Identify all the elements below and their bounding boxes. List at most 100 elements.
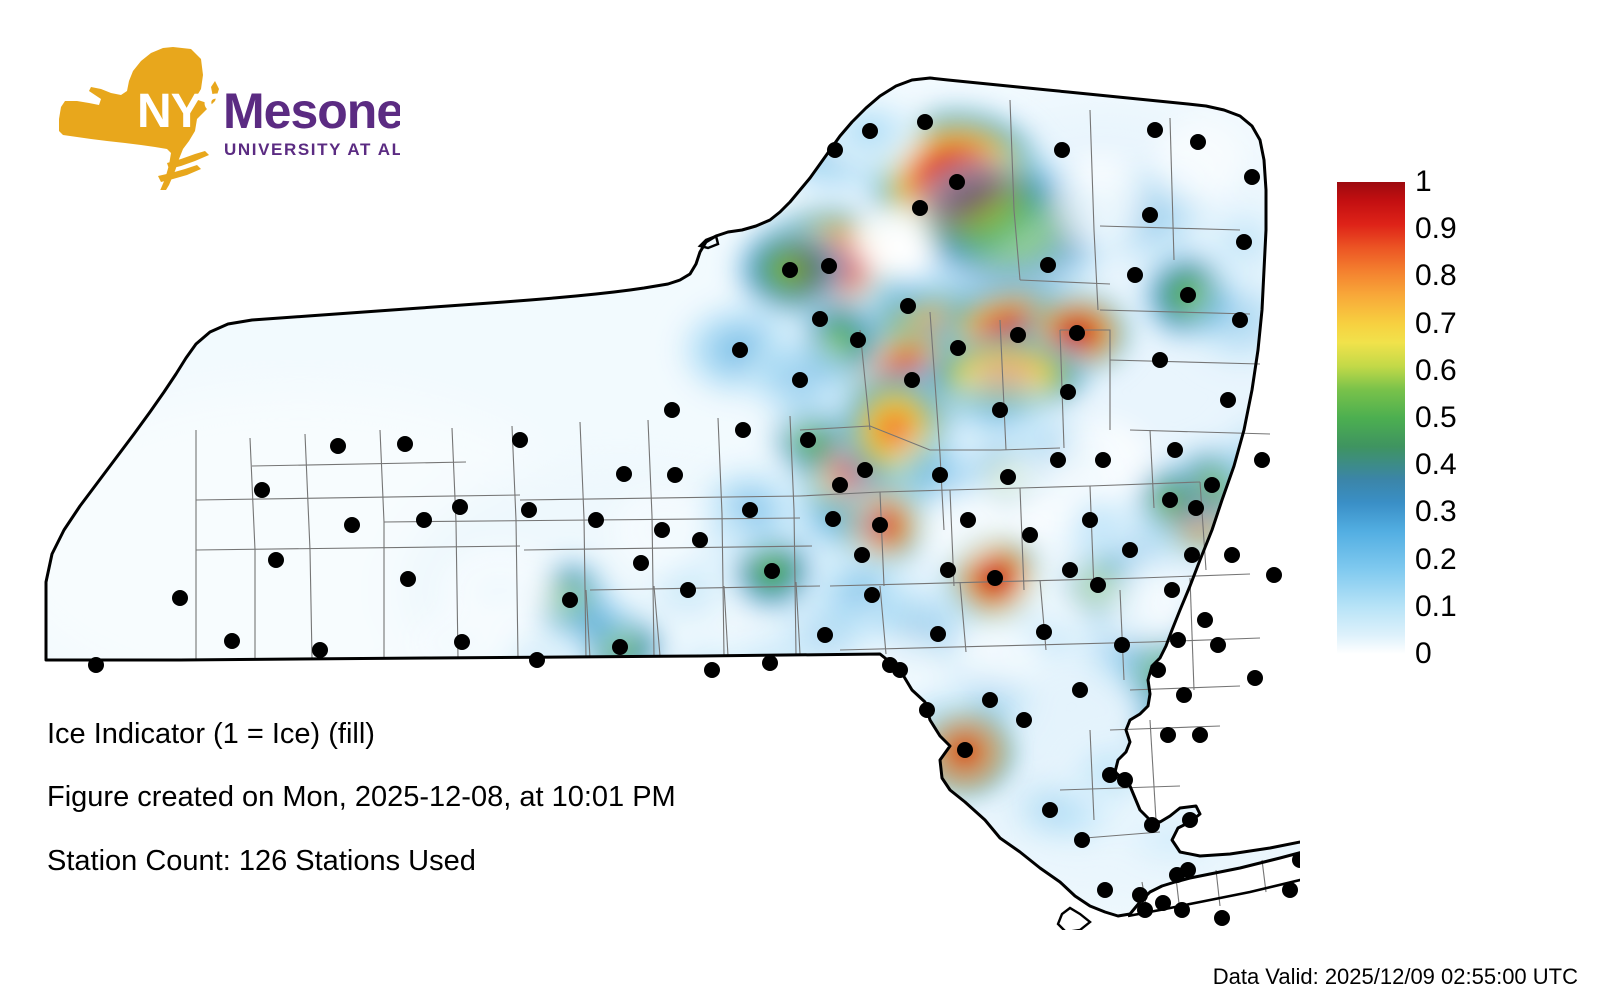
- station-marker: [864, 587, 880, 603]
- station-marker: [1162, 492, 1178, 508]
- station-marker: [1197, 612, 1213, 628]
- colorbar-tick-0_1: 0.1: [1415, 590, 1457, 623]
- station-marker: [1220, 392, 1236, 408]
- colorbar-tick-0_4: 0.4: [1415, 448, 1457, 481]
- station-marker: [1155, 895, 1171, 911]
- station-marker: [1188, 500, 1204, 516]
- station-marker: [1040, 257, 1056, 273]
- station-marker: [1182, 812, 1198, 828]
- station-marker: [1204, 477, 1220, 493]
- station-marker: [932, 467, 948, 483]
- colorbar-tick-0: 0: [1415, 637, 1432, 670]
- caption-block: Ice Indicator (1 = Ice) (fill) Figure cr…: [47, 718, 867, 908]
- station-marker: [1266, 567, 1282, 583]
- station-marker: [400, 571, 416, 587]
- station-count-caption: Station Count: 126 Stations Used: [47, 844, 476, 877]
- station-marker: [735, 422, 751, 438]
- station-marker: [1016, 712, 1032, 728]
- station-marker: [1150, 662, 1166, 678]
- station-marker: [949, 174, 965, 190]
- station-marker: [1122, 542, 1138, 558]
- station-marker: [704, 662, 720, 678]
- station-marker: [1236, 234, 1252, 250]
- station-marker: [1090, 577, 1106, 593]
- station-marker: [1167, 442, 1183, 458]
- station-marker: [1054, 142, 1070, 158]
- station-marker: [817, 627, 833, 643]
- station-marker: [268, 552, 284, 568]
- station-marker: [1097, 882, 1113, 898]
- station-marker: [762, 655, 778, 671]
- station-marker: [452, 499, 468, 515]
- station-marker: [850, 332, 866, 348]
- station-marker: [397, 436, 413, 452]
- station-marker: [664, 402, 680, 418]
- station-marker: [562, 592, 578, 608]
- station-marker: [1102, 767, 1118, 783]
- new-york-state-silhouette-icon: [59, 47, 219, 190]
- station-marker: [1050, 452, 1066, 468]
- station-marker: [1160, 727, 1176, 743]
- station-marker: [1036, 624, 1052, 640]
- new-york-state-outline: [44, 76, 1300, 930]
- station-marker: [940, 562, 956, 578]
- colorbar-gradient: [1337, 182, 1405, 654]
- station-marker: [588, 512, 604, 528]
- station-marker: [633, 555, 649, 571]
- station-marker: [1164, 582, 1180, 598]
- station-marker: [957, 742, 973, 758]
- station-marker: [654, 522, 670, 538]
- station-marker: [1224, 547, 1240, 563]
- station-markers-layer: [88, 114, 1300, 926]
- station-marker: [792, 372, 808, 388]
- station-marker: [1060, 384, 1076, 400]
- station-marker: [1042, 802, 1058, 818]
- station-marker: [892, 662, 908, 678]
- station-marker: [224, 633, 240, 649]
- station-marker: [521, 502, 537, 518]
- station-marker: [764, 563, 780, 579]
- station-marker: [900, 298, 916, 314]
- station-marker: [960, 512, 976, 528]
- station-marker: [692, 532, 708, 548]
- station-marker: [1190, 134, 1206, 150]
- station-marker: [832, 477, 848, 493]
- station-marker: [1254, 452, 1270, 468]
- station-marker: [904, 372, 920, 388]
- station-marker: [312, 642, 328, 658]
- station-marker: [1244, 169, 1260, 185]
- colorbar-tick-0_6: 0.6: [1415, 354, 1457, 387]
- station-marker: [1062, 562, 1078, 578]
- station-marker: [857, 462, 873, 478]
- station-marker: [254, 482, 270, 498]
- logo-nys-text: NYS: [137, 85, 233, 138]
- station-marker: [987, 570, 1003, 586]
- station-marker: [1069, 325, 1085, 341]
- colorbar-tick-0_8: 0.8: [1415, 259, 1457, 292]
- station-marker: [930, 626, 946, 642]
- station-marker: [1174, 902, 1190, 918]
- station-marker: [1142, 207, 1158, 223]
- station-marker: [88, 657, 104, 673]
- station-marker: [1147, 122, 1163, 138]
- colorbar-tick-1: 1: [1415, 165, 1432, 198]
- station-marker: [825, 511, 841, 527]
- station-marker: [1176, 687, 1192, 703]
- station-marker: [172, 590, 188, 606]
- station-marker: [512, 432, 528, 448]
- station-marker: [1282, 882, 1298, 898]
- station-marker: [529, 652, 545, 668]
- station-marker: [1095, 452, 1111, 468]
- station-marker: [1170, 632, 1186, 648]
- station-marker: [800, 432, 816, 448]
- station-marker: [1184, 547, 1200, 563]
- logo-subtitle-text: UNIVERSITY AT ALBANY: [224, 140, 400, 159]
- station-marker: [416, 512, 432, 528]
- station-marker: [1074, 832, 1090, 848]
- station-marker: [742, 502, 758, 518]
- station-marker: [1210, 637, 1226, 653]
- station-marker: [1137, 902, 1153, 918]
- station-marker: [1292, 852, 1300, 868]
- station-marker: [454, 634, 470, 650]
